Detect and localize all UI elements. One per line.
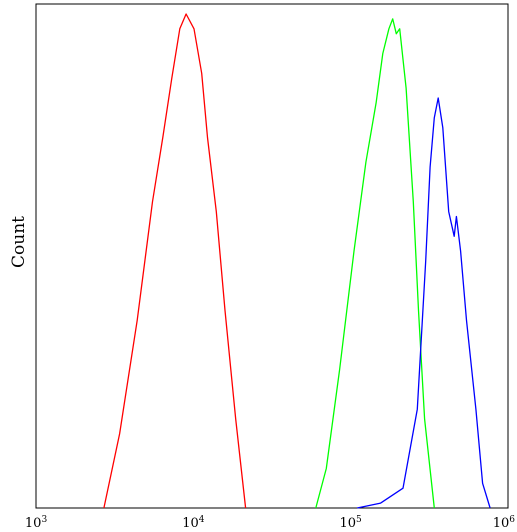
series-line-1 [103,13,247,509]
series-layer [103,13,491,509]
series-line-3 [357,97,491,509]
x-tick-label: 105 [340,515,363,531]
x-tick-label: 104 [182,515,205,531]
x-tick-labels: 103 104 105 106 [25,515,515,531]
series-line-2 [315,18,435,509]
y-axis-title: Count [9,216,29,268]
x-tick-label: 106 [493,515,516,531]
x-tick-label: 103 [25,515,48,531]
plot-frame [35,3,509,509]
